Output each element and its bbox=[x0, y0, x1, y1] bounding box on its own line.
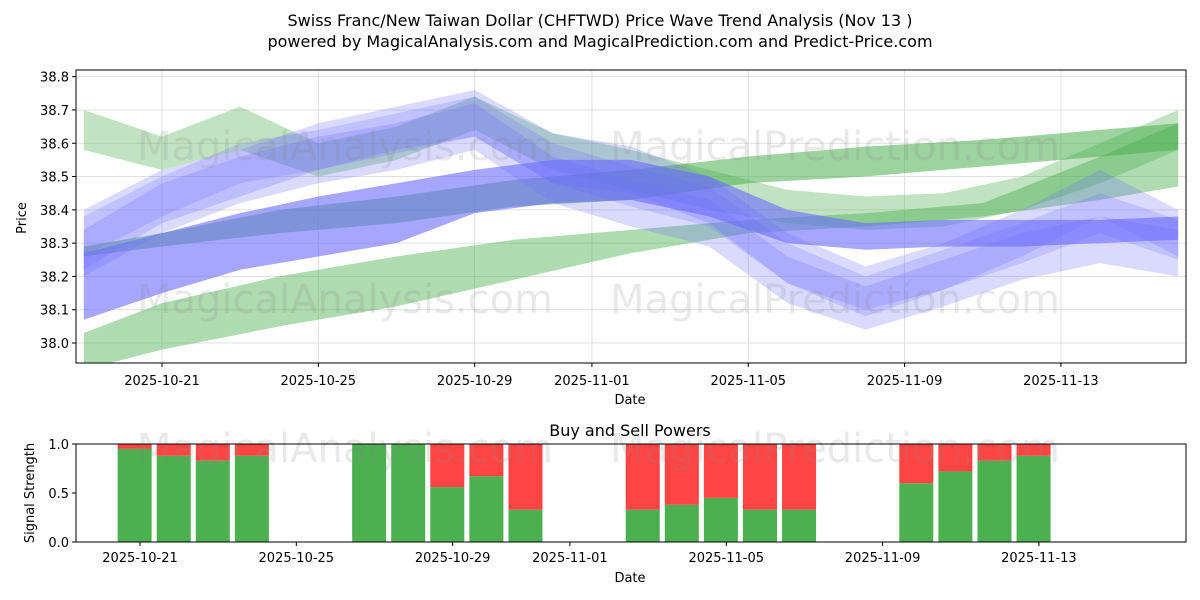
band-blue-wave-band bbox=[83, 159, 1179, 320]
buy-bar-1 bbox=[156, 455, 191, 542]
signal-x-axis-label: Date bbox=[614, 571, 645, 586]
sell-bar-14 bbox=[899, 444, 934, 484]
signal-ytick-label-0: 0.0 bbox=[48, 536, 69, 551]
price-ytick-label-7: 38.7 bbox=[40, 104, 69, 119]
price-xtick-label-6: 2025-11-13 bbox=[1023, 374, 1099, 389]
sell-bar-10 bbox=[664, 444, 699, 505]
buy-bar-5 bbox=[391, 444, 426, 542]
price-ytick-label-4: 38.4 bbox=[40, 204, 69, 219]
buy-bar-14 bbox=[899, 483, 934, 542]
price-xtick-label-0: 2025-10-21 bbox=[124, 374, 200, 389]
price-ytick-label-2: 38.2 bbox=[40, 270, 69, 285]
price-ytick-label-5: 38.5 bbox=[40, 171, 69, 186]
watermark-analysis-bottom: MagicalAnalysis.com bbox=[137, 426, 553, 472]
price-xtick-label-3: 2025-11-01 bbox=[554, 374, 630, 389]
signal-xtick-label-2: 2025-10-29 bbox=[415, 551, 491, 566]
price-y-axis-label: Price bbox=[15, 202, 30, 234]
sell-bar-3 bbox=[234, 444, 269, 456]
buy-bar-7 bbox=[469, 476, 504, 542]
signal-xtick-label-3: 2025-11-01 bbox=[532, 551, 608, 566]
sell-bar-2 bbox=[195, 444, 230, 461]
price-x-ticks: 2025-10-21 2025-10-25 2025-10-29 2025-11-01… bbox=[124, 363, 1099, 389]
signal-bars bbox=[117, 444, 1051, 542]
signal-y-axis-label: Signal Strength bbox=[23, 443, 38, 543]
watermark-analysis-top: MagicalAnalysis.com bbox=[137, 124, 553, 170]
figure-title-line1: Swiss Franc/New Taiwan Dollar (CHFTWD) P… bbox=[288, 11, 913, 30]
buy-bar-8 bbox=[508, 509, 543, 542]
watermark-prediction-mid: MagicalPrediction.com bbox=[610, 277, 1060, 323]
signal-ytick-label-1: 0.5 bbox=[48, 487, 69, 502]
watermark-prediction-bottom: MagicalPrediction.com bbox=[610, 426, 1060, 472]
sell-bar-7 bbox=[469, 444, 504, 477]
watermark-analysis-mid: MagicalAnalysis.com bbox=[137, 277, 553, 323]
figure-title-line2: powered by MagicalAnalysis.com and Magic… bbox=[267, 32, 932, 51]
buy-bar-13 bbox=[782, 509, 817, 542]
signal-x-ticks: 2025-10-21 2025-10-25 2025-10-29 2025-11-01… bbox=[102, 542, 1077, 566]
buy-bar-0 bbox=[117, 448, 152, 542]
price-xtick-label-4: 2025-11-05 bbox=[710, 374, 786, 389]
buy-bar-3 bbox=[234, 455, 269, 542]
price-wave-bands bbox=[83, 89, 1179, 363]
band-blue-wave-3 bbox=[83, 96, 1179, 317]
signal-y-ticks: 0.0 0.5 1.0 bbox=[48, 438, 76, 551]
signal-xtick-label-6: 2025-11-13 bbox=[1001, 551, 1077, 566]
price-ytick-label-3: 38.3 bbox=[40, 237, 69, 252]
buy-bar-10 bbox=[664, 504, 699, 542]
sell-bar-15 bbox=[938, 444, 973, 472]
signal-xtick-label-1: 2025-10-25 bbox=[259, 551, 335, 566]
buy-bar-2 bbox=[195, 460, 230, 542]
sell-bar-16 bbox=[977, 444, 1012, 461]
sell-bar-9 bbox=[625, 444, 660, 510]
band-blue-wave-2 bbox=[83, 103, 1179, 330]
sell-bar-12 bbox=[742, 444, 777, 510]
sell-bar-6 bbox=[430, 444, 465, 488]
sell-bar-11 bbox=[703, 444, 738, 498]
price-plot-frame bbox=[75, 69, 1187, 364]
sell-bar-17 bbox=[1016, 444, 1051, 456]
signal-xtick-label-4: 2025-11-05 bbox=[688, 551, 764, 566]
price-xtick-label-1: 2025-10-25 bbox=[281, 374, 357, 389]
buy-bar-12 bbox=[742, 509, 777, 542]
price-ytick-label-6: 38.6 bbox=[40, 137, 69, 152]
signal-chart-title: Buy and Sell Powers bbox=[549, 421, 711, 440]
buy-bar-17 bbox=[1016, 455, 1051, 542]
price-x-axis-label: Date bbox=[614, 393, 645, 408]
signal-xtick-label-5: 2025-11-09 bbox=[845, 551, 921, 566]
sell-bar-0 bbox=[117, 444, 152, 449]
price-xtick-label-5: 2025-11-09 bbox=[867, 374, 943, 389]
price-ytick-label-0: 38.0 bbox=[40, 337, 69, 352]
sell-bar-13 bbox=[782, 444, 817, 510]
signal-ytick-label-2: 1.0 bbox=[48, 438, 69, 453]
band-blue-wave-1 bbox=[83, 89, 1179, 310]
buy-bar-16 bbox=[977, 460, 1012, 542]
price-ytick-label-1: 38.1 bbox=[40, 304, 69, 319]
buy-bar-6 bbox=[430, 487, 465, 542]
sell-bar-1 bbox=[156, 444, 191, 456]
buy-bar-9 bbox=[625, 509, 660, 542]
sell-bar-8 bbox=[508, 444, 543, 510]
signal-xtick-label-0: 2025-10-21 bbox=[102, 551, 178, 566]
buy-bar-11 bbox=[703, 497, 738, 542]
buy-bar-4 bbox=[352, 444, 387, 542]
band-green-wave-low bbox=[83, 123, 1179, 363]
buy-bar-15 bbox=[938, 471, 973, 542]
price-xtick-label-2: 2025-10-29 bbox=[437, 374, 513, 389]
price-y-ticks: 38.0 38.1 38.2 38.3 38.4 38.5 38.6 38.7 38.8 bbox=[40, 71, 76, 352]
watermark-prediction-top: MagicalPrediction.com bbox=[610, 124, 1060, 170]
price-ytick-label-8: 38.8 bbox=[40, 71, 69, 86]
